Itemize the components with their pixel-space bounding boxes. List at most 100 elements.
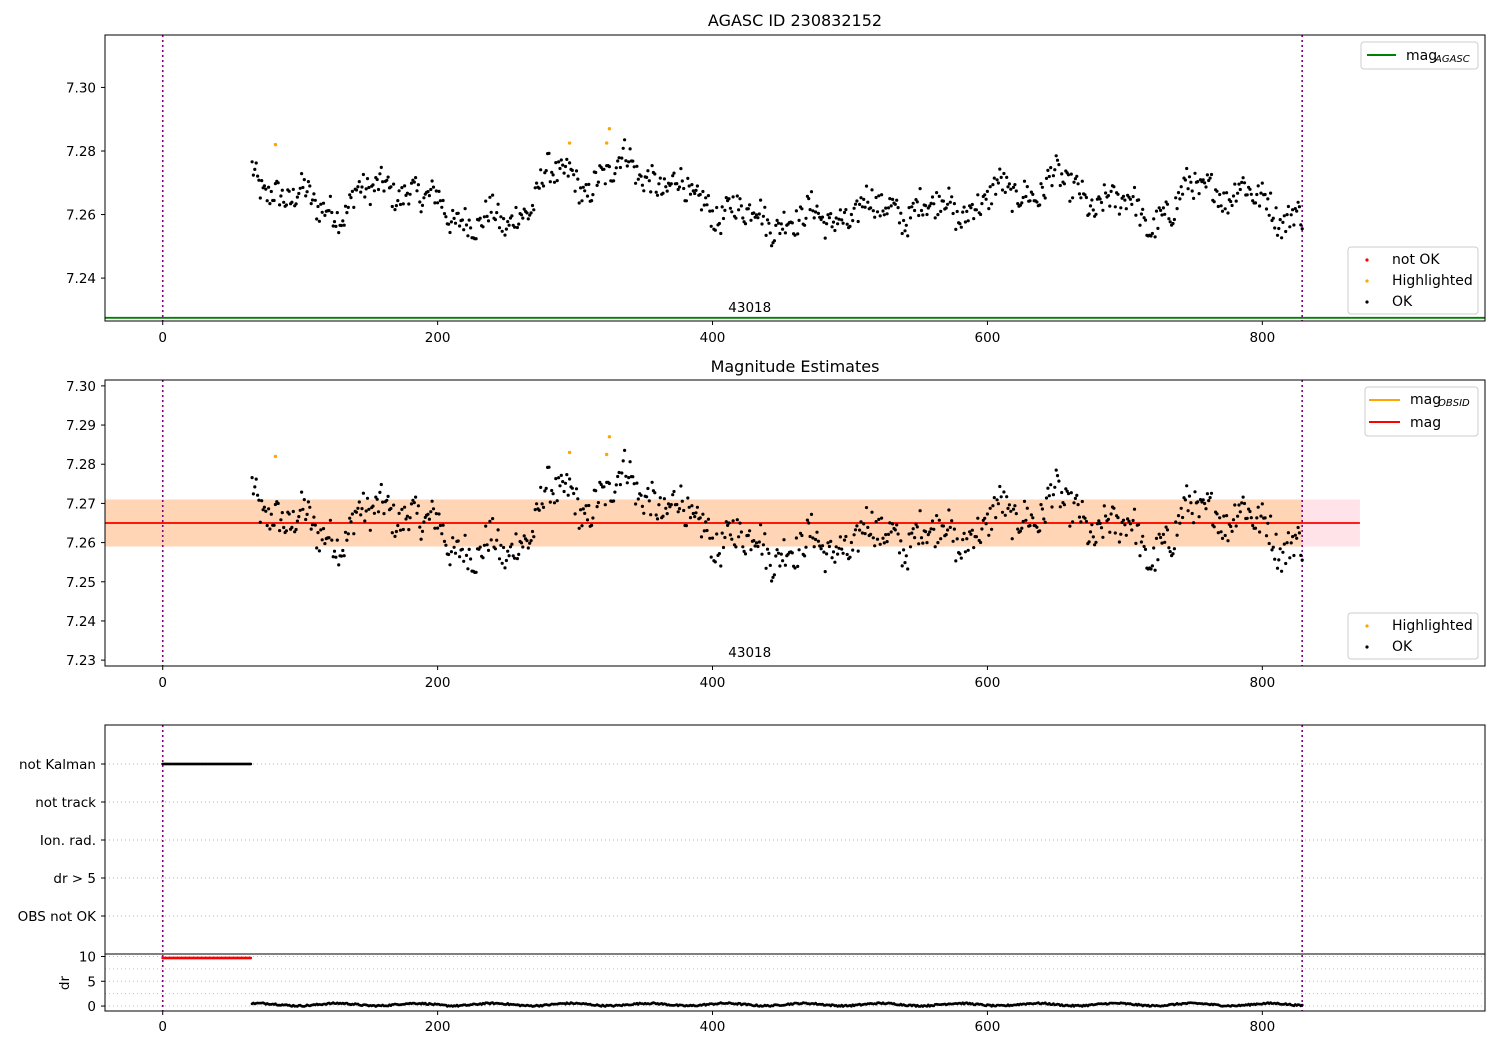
panel2-ok-point: [1207, 499, 1211, 503]
panel2-ok-point: [1097, 519, 1101, 523]
panel1-ok-point: [437, 189, 441, 193]
panel1-ok-point: [837, 217, 841, 221]
panel2-ok-point: [616, 474, 620, 479]
panel1-ok-point: [539, 168, 543, 172]
panel2-ok-point: [543, 489, 547, 493]
panel1-ok-point: [671, 174, 675, 178]
panel1-ok-point: [904, 223, 908, 227]
panel1-ok-point: [418, 200, 422, 204]
panel1-ok-point: [996, 181, 1001, 185]
panel2-ok-point: [603, 503, 607, 507]
panel2-ok-point: [1020, 526, 1024, 530]
legend2-highlighted-label: Highlighted: [1392, 618, 1473, 634]
panel1-ok-point: [613, 172, 617, 176]
legend-mag-label: mag: [1410, 415, 1441, 431]
panel2-ok-point: [1005, 495, 1009, 499]
panel2-ok-point: [1201, 498, 1205, 502]
panel1-ok-point: [858, 202, 862, 206]
panel2-ok-point: [895, 523, 899, 527]
panel2-ok-point: [1264, 534, 1269, 538]
panel1-ok-point: [390, 204, 394, 209]
panel2-ok-point: [715, 532, 719, 536]
panel2-ok-point: [1121, 518, 1126, 522]
panel1-ok-point: [804, 216, 808, 220]
panel2-ok-point: [917, 542, 921, 546]
panel1-ok-point: [510, 214, 514, 218]
panel2-ok-point: [507, 554, 511, 558]
panel1-ok-point: [294, 202, 298, 206]
panel1-ok-point: [1154, 209, 1159, 213]
panel1-ok-point: [825, 222, 829, 226]
panel2-ok-point: [897, 551, 902, 555]
panel1-ok-point: [368, 202, 372, 207]
panel1-ok-point: [574, 169, 579, 173]
flag-row-label: dr > 5: [53, 871, 96, 887]
panel1-ok-point: [1253, 201, 1258, 205]
panel2-ok-point: [295, 519, 299, 523]
panel1-ok-point: [770, 244, 774, 248]
panel2-ok-point: [1278, 547, 1282, 551]
panel1-ok-point: [768, 231, 772, 235]
panel2-ok-point: [1127, 519, 1131, 523]
panel1-ok-point: [1020, 201, 1024, 205]
panel1-ok-point: [1071, 196, 1075, 200]
panel1-ok-point: [808, 208, 812, 212]
panel2-ok-point: [855, 524, 859, 528]
panel2-ok-point: [936, 541, 940, 545]
panel2-ok-point: [1275, 566, 1280, 570]
panel1-ok-point: [1248, 187, 1252, 191]
panel2-ok-point: [1134, 541, 1138, 546]
panel1-ok-point: [811, 209, 815, 213]
panel1-ok-point: [507, 223, 511, 227]
panel2-ok-point: [515, 557, 520, 561]
panel2-ok-point: [254, 477, 258, 481]
panel1-ok-point: [730, 210, 734, 214]
panel2-ok-point: [357, 500, 361, 504]
panel1-ok-point: [1149, 234, 1153, 238]
panel2-ok-point: [414, 495, 418, 499]
panel2-ok-point: [590, 523, 594, 528]
panel2-ok-point: [287, 512, 291, 516]
panel1-ok-point: [1075, 174, 1079, 178]
legend-highlighted-label: Highlighted: [1392, 273, 1473, 289]
legend2-ok-label: OK: [1392, 639, 1413, 655]
panel1-ok-point: [1225, 191, 1229, 195]
panel2-ok-point: [1076, 503, 1080, 507]
panel2-ok-point: [1119, 532, 1123, 536]
panel2-ok-point: [735, 518, 739, 522]
panel2-ok-point: [1073, 496, 1077, 500]
panel2-ok-point: [448, 563, 452, 567]
panel1-ok-point: [881, 209, 885, 213]
panel1-ok-point: [1212, 200, 1216, 204]
panel2-ok-point: [782, 538, 786, 542]
panel1-ok-point: [1203, 181, 1207, 185]
panel2-ok-point: [349, 520, 353, 524]
panel2-ok-point: [1187, 494, 1192, 498]
panel2-ok-point: [930, 519, 935, 523]
panel1-ok-point: [757, 212, 761, 216]
panel1-ok-point: [831, 220, 836, 224]
panel2-ok-point: [1124, 533, 1128, 537]
panel2-ok-point: [265, 523, 269, 528]
panel1-ok-point: [302, 178, 306, 182]
panel1-xtick-label: 200: [425, 330, 451, 346]
panel2-ok-point: [371, 504, 375, 508]
panel2-ok-point: [649, 513, 653, 517]
panel2-ok-point: [746, 533, 750, 538]
panel1-ok-point: [1209, 172, 1214, 177]
panel2-ok-point: [1216, 531, 1220, 535]
panel1-ok-point: [1267, 213, 1271, 217]
panel1-ok-point: [312, 192, 316, 196]
panel2-ok-point: [1247, 507, 1251, 511]
panel1-xtick-label: 800: [1249, 330, 1275, 346]
panel1-ok-point: [565, 157, 569, 161]
panel1-ok-point: [1098, 197, 1102, 201]
panel2-ok-point: [666, 502, 671, 506]
panel1-ok-point: [724, 196, 728, 200]
panel1-ok-point: [675, 182, 679, 186]
panel1-ok-point: [1241, 176, 1245, 180]
panel2-ok-point: [469, 557, 473, 561]
panel1-ok-point: [910, 205, 914, 209]
panel2-ok-point: [727, 521, 731, 525]
panel2-ok-point: [908, 545, 913, 549]
